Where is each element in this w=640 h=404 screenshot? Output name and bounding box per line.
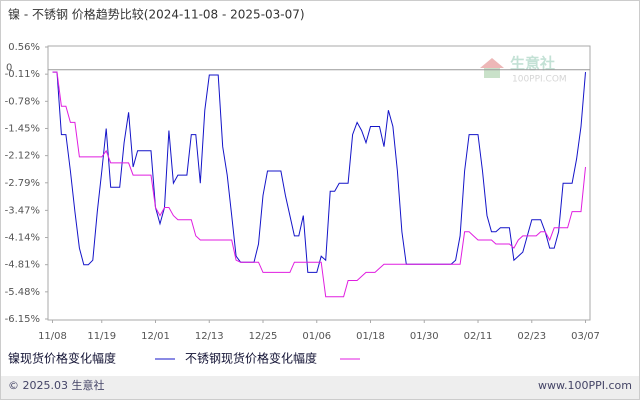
footer-left: © 2025.03 生意社 [8, 378, 104, 392]
y-tick-label: -5.48% [5, 287, 40, 298]
series-line [52, 71, 586, 273]
x-tick-label: 12/01 [141, 331, 170, 342]
zero-label: 0 [6, 63, 12, 74]
x-tick-label: 01/18 [356, 331, 385, 342]
x-tick-label: 02/11 [464, 331, 493, 342]
y-tick-label: -1.45% [5, 123, 40, 134]
x-tick-label: 12/13 [195, 331, 224, 342]
x-tick-label: 02/23 [517, 331, 546, 342]
x-tick-label: 03/07 [571, 331, 600, 342]
x-tick-label: 11/19 [87, 331, 116, 342]
watermark-logo [484, 68, 500, 78]
legend-label: 镍现货价格变化幅度 [8, 351, 116, 366]
watermark-name: 生意社 [510, 55, 555, 73]
y-tick-label: -2.12% [5, 151, 40, 162]
chart-title: 镍 - 不锈钢 价格趋势比较(2024-11-08 - 2025-03-07) [8, 7, 305, 22]
y-tick-label: -6.15% [5, 314, 40, 325]
y-tick-label: -3.47% [5, 205, 40, 216]
y-tick-label: -0.78% [5, 96, 40, 107]
footer-right: www.100PPI.com [538, 379, 632, 392]
watermark-logo [480, 58, 504, 68]
series-line [52, 71, 586, 298]
y-tick-label: -0.11% [5, 69, 40, 80]
footer-band [1, 376, 639, 399]
x-tick-label: 11/08 [38, 331, 67, 342]
watermark: 生意社 100PPI.COM [480, 55, 567, 85]
watermark-site: 100PPI.COM [512, 75, 567, 85]
x-tick-label: 01/30 [410, 331, 439, 342]
x-tick-label: 12/25 [249, 331, 278, 342]
legend-label: 不锈钢现货价格变化幅度 [185, 351, 317, 366]
y-tick-label: -2.79% [5, 178, 40, 189]
y-tick-label: 0.56% [8, 42, 40, 53]
y-tick-label: -4.14% [5, 233, 40, 244]
x-tick-label: 01/06 [302, 331, 331, 342]
y-tick-label: -4.81% [5, 260, 40, 271]
